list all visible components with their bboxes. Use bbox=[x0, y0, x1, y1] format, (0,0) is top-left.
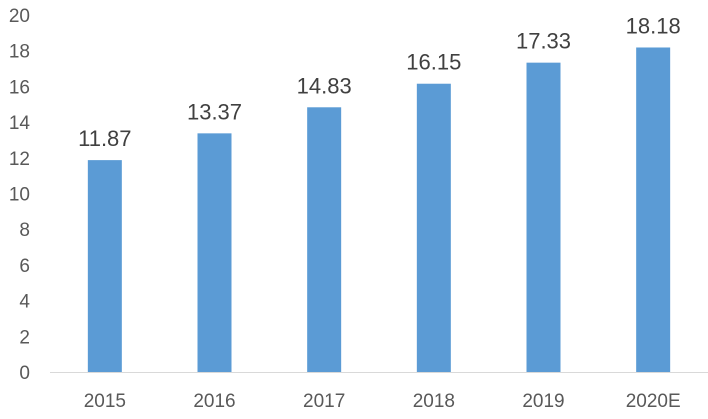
x-tick-label-2020E: 2020E bbox=[626, 391, 681, 412]
y-tick-label: 10 bbox=[9, 185, 30, 206]
data-label-2016: 13.37 bbox=[187, 99, 242, 124]
bar-2015 bbox=[87, 160, 122, 372]
data-label-2019: 17.33 bbox=[516, 29, 571, 54]
x-tick-label-2018: 2018 bbox=[413, 391, 455, 412]
bar-2019 bbox=[526, 62, 561, 373]
y-tick-label: 14 bbox=[9, 113, 31, 134]
y-tick-label: 18 bbox=[9, 42, 30, 63]
data-label-2020E: 18.18 bbox=[626, 13, 681, 38]
bar-2020E bbox=[636, 47, 671, 372]
bar-2017 bbox=[307, 107, 342, 373]
data-label-2015: 11.87 bbox=[78, 126, 131, 151]
y-tick-label: 20 bbox=[9, 6, 30, 27]
y-tick-label: 0 bbox=[19, 363, 30, 384]
y-tick-label: 12 bbox=[9, 149, 30, 170]
data-label-2017: 14.83 bbox=[297, 73, 352, 98]
y-tick-label: 2 bbox=[19, 327, 30, 348]
bar-2018 bbox=[416, 83, 451, 372]
x-tick-label-2016: 2016 bbox=[193, 391, 235, 412]
y-tick-label: 8 bbox=[19, 220, 30, 241]
y-tick-label: 6 bbox=[19, 256, 30, 277]
data-label-2018: 16.15 bbox=[406, 50, 461, 75]
y-tick-label: 4 bbox=[19, 292, 30, 313]
bar-2016 bbox=[197, 133, 232, 372]
x-tick-label-2017: 2017 bbox=[303, 391, 345, 412]
y-tick-label: 16 bbox=[9, 77, 30, 98]
x-tick-label-2015: 2015 bbox=[84, 391, 126, 412]
x-tick-label-2019: 2019 bbox=[522, 391, 564, 412]
